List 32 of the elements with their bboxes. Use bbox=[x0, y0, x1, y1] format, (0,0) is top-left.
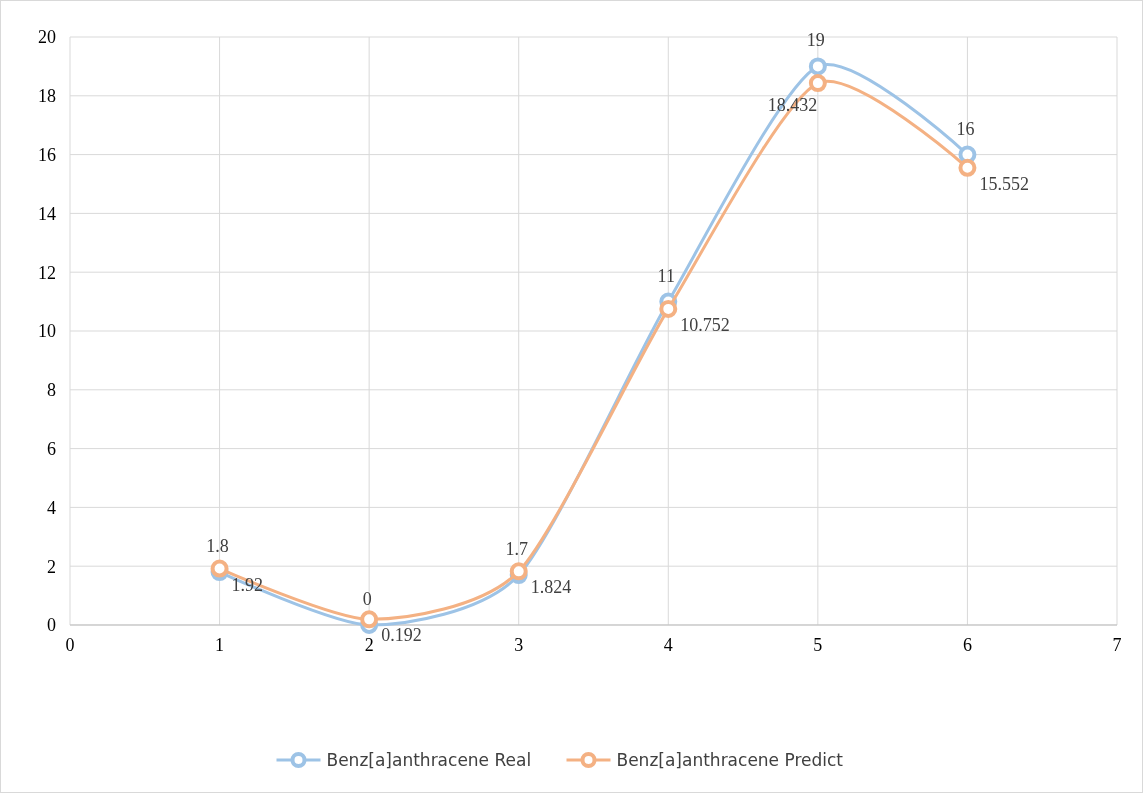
x-tick-label: 7 bbox=[1112, 635, 1122, 655]
y-tick-label: 4 bbox=[47, 497, 56, 518]
y-tick-label: 18 bbox=[38, 86, 56, 107]
y-tick-label: 14 bbox=[38, 203, 56, 224]
legend-label: Benz[a]anthracene Real bbox=[326, 749, 532, 770]
data-label: 1.8 bbox=[206, 536, 229, 557]
data-label: 10.752 bbox=[680, 314, 730, 335]
x-tick-label: 2 bbox=[364, 635, 374, 655]
legend-label: Benz[a]anthracene Predict bbox=[616, 749, 844, 770]
x-tick-label: 4 bbox=[663, 635, 673, 655]
data-label: 15.552 bbox=[979, 173, 1029, 194]
y-tick-label: 12 bbox=[38, 262, 56, 283]
y-tick-label: 10 bbox=[38, 321, 56, 342]
x-tick-label: 0 bbox=[65, 635, 75, 655]
data-label: 0 bbox=[362, 589, 372, 609]
y-tick-label: 0 bbox=[47, 615, 56, 636]
data-label: 19 bbox=[806, 30, 825, 51]
x-tick-label: 1 bbox=[215, 635, 225, 655]
y-tick-label: 16 bbox=[38, 144, 56, 165]
y-tick-label: 6 bbox=[47, 438, 56, 459]
y-tick-label: 2 bbox=[47, 556, 56, 577]
x-tick-label: 5 bbox=[813, 635, 823, 655]
x-tick-label: 6 bbox=[962, 635, 972, 655]
x-tick-label: 3 bbox=[514, 635, 524, 655]
data-label: 1.7 bbox=[505, 539, 528, 560]
data-label: 16 bbox=[956, 118, 975, 139]
y-tick-label: 20 bbox=[38, 27, 56, 48]
data-label: 0.192 bbox=[381, 625, 422, 646]
data-label: 1.92 bbox=[231, 574, 264, 595]
y-tick-label: 8 bbox=[47, 380, 56, 401]
data-label: 11 bbox=[657, 265, 675, 286]
data-label: 1.824 bbox=[530, 577, 572, 598]
